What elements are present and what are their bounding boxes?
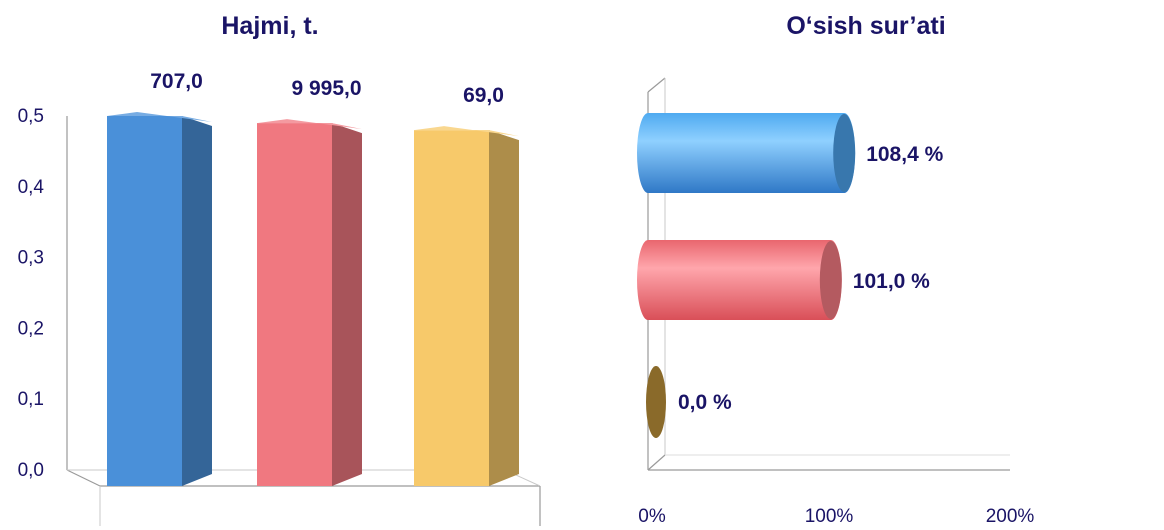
left-y-tick-label: 0,5: [18, 106, 44, 127]
right-bar: [646, 366, 666, 438]
right-chart-title: O‘sish sur’ati: [786, 12, 945, 40]
left-bar-side: [489, 130, 519, 486]
right-bar-end-cap: [819, 241, 842, 319]
left-y-tick-label: 0,0: [18, 460, 44, 481]
right-data-label: 0,0 %: [678, 391, 732, 414]
left-bar: [257, 123, 332, 486]
right-bars: 108,4 % 101,0 % 0,0 %: [637, 113, 944, 438]
left-y-tick-label: 0,1: [18, 389, 44, 410]
left-y-ticks: 0,0 0,1 0,2 0,3 0,4 0,5: [18, 106, 45, 481]
right-x-ticks: 0% 100% 200%: [638, 506, 1034, 527]
right-bar: [637, 113, 856, 193]
left-bar-top: [414, 126, 519, 137]
right-x-tick-label: 100%: [805, 506, 854, 527]
left-bar-top: [107, 112, 212, 122]
left-bar: [414, 130, 489, 486]
right-bar-end-cap: [833, 114, 856, 192]
right-data-label: 108,4 %: [866, 143, 943, 166]
left-data-label: 707,0: [150, 70, 203, 93]
right-x-tick-label: 0%: [638, 506, 666, 527]
left-y-tick-label: 0,2: [18, 318, 44, 339]
left-bar-side: [182, 116, 212, 486]
right-bar: [637, 240, 842, 320]
left-bar: [107, 116, 182, 486]
left-data-label: 69,0: [463, 84, 504, 107]
left-bars: 707,0 9 995,0 69,0: [107, 70, 519, 486]
left-data-label: 9 995,0: [291, 77, 361, 100]
left-bar-top: [257, 119, 362, 130]
left-y-tick-label: 0,4: [18, 177, 45, 198]
left-bar-side: [332, 123, 362, 486]
right-x-tick-label: 200%: [986, 506, 1035, 527]
left-y-tick-label: 0,3: [18, 248, 44, 269]
left-chart-title: Hajmi, t.: [221, 12, 318, 40]
right-data-label: 101,0 %: [853, 270, 930, 293]
